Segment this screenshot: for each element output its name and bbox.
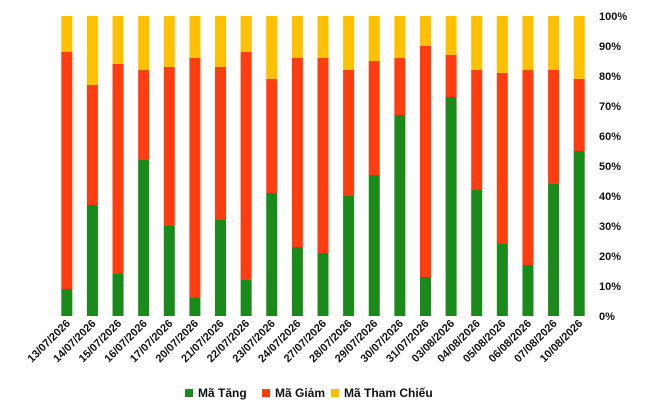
bar-segment-2-05-08-2026	[496, 73, 508, 244]
y-tick-label: 20%	[599, 251, 621, 263]
bar-segment-3-06-08-2026	[522, 16, 534, 70]
bar-segment-1-28-07-2026	[343, 196, 355, 316]
bar-segment-1-27-07-2026	[317, 253, 329, 316]
bar-segment-3-27-07-2026	[317, 16, 329, 58]
bar-segment-1-07-08-2026	[548, 184, 560, 316]
legend-swatch-1	[185, 389, 193, 397]
y-tick-label: 10%	[599, 281, 621, 293]
bar-segment-3-03-08-2026	[445, 16, 457, 55]
y-tick-label: 0%	[599, 311, 615, 323]
bar-segment-3-17-07-2026	[163, 16, 175, 67]
bar-segment-1-04-08-2026	[471, 190, 483, 316]
bar-segment-2-20-07-2026	[189, 58, 201, 298]
bar-segment-2-21-07-2026	[215, 67, 227, 220]
bar-segment-2-22-07-2026	[240, 52, 252, 280]
legend: Mã Tăng Mã Giảm Mã Tham Chiếu	[185, 386, 433, 400]
legend-label-3: Mã Tham Chiếu	[344, 386, 433, 400]
legend-swatch-2	[262, 389, 270, 397]
y-tick-label: 70%	[599, 101, 621, 113]
bar-segment-3-07-08-2026	[548, 16, 560, 70]
bar-segment-3-31-07-2026	[419, 16, 431, 46]
x-tick-labels-group: 13/07/202614/07/202615/07/202616/07/2026…	[26, 318, 586, 365]
bar-segment-3-20-07-2026	[189, 16, 201, 58]
bar-segment-2-03-08-2026	[445, 55, 457, 97]
bar-segment-1-21-07-2026	[215, 220, 227, 316]
bar-segment-1-15-07-2026	[112, 274, 124, 316]
bar-segment-1-03-08-2026	[445, 97, 457, 316]
bars-group	[61, 16, 585, 316]
bar-segment-2-07-08-2026	[548, 70, 560, 184]
bar-segment-2-14-07-2026	[86, 85, 98, 205]
bar-segment-1-30-07-2026	[394, 115, 406, 316]
y-tick-label: 60%	[599, 131, 621, 143]
bar-segment-3-23-07-2026	[266, 16, 278, 79]
y-axis-group: 0% 10% 20% 30% 40% 50% 60% 70% 80% 90% 100%	[599, 11, 627, 323]
bar-segment-3-13-07-2026	[61, 16, 73, 52]
bar-segment-1-23-07-2026	[266, 193, 278, 316]
bar-segment-2-28-07-2026	[343, 70, 355, 196]
y-tick-label: 30%	[599, 221, 621, 233]
bar-segment-2-04-08-2026	[471, 70, 483, 190]
bar-segment-3-28-07-2026	[343, 16, 355, 70]
bar-segment-2-15-07-2026	[112, 64, 124, 274]
bar-segment-1-22-07-2026	[240, 280, 252, 316]
bar-segment-2-16-07-2026	[138, 70, 150, 160]
bar-segment-3-24-07-2026	[291, 16, 303, 58]
bar-segment-3-05-08-2026	[496, 16, 508, 73]
bar-segment-1-14-07-2026	[86, 205, 98, 316]
bar-segment-1-24-07-2026	[291, 247, 303, 316]
bar-segment-1-10-08-2026	[573, 151, 585, 316]
bar-segment-2-10-08-2026	[573, 79, 585, 151]
bar-segment-3-04-08-2026	[471, 16, 483, 70]
legend-label-1: Mã Tăng	[198, 386, 247, 400]
bar-segment-3-21-07-2026	[215, 16, 227, 67]
bar-segment-1-17-07-2026	[163, 226, 175, 316]
bar-segment-1-16-07-2026	[138, 160, 150, 316]
bar-segment-3-22-07-2026	[240, 16, 252, 52]
bar-segment-2-30-07-2026	[394, 58, 406, 115]
legend-swatch-3	[331, 389, 339, 397]
y-tick-label: 100%	[599, 11, 627, 23]
bar-segment-3-16-07-2026	[138, 16, 150, 70]
y-tick-label: 40%	[599, 191, 621, 203]
bar-segment-1-06-08-2026	[522, 265, 534, 316]
y-tick-label: 50%	[599, 161, 621, 173]
bar-segment-1-13-07-2026	[61, 289, 73, 316]
bar-segment-1-05-08-2026	[496, 244, 508, 316]
bar-segment-2-29-07-2026	[368, 61, 380, 175]
bar-segment-3-29-07-2026	[368, 16, 380, 61]
bar-segment-2-13-07-2026	[61, 52, 73, 289]
bar-segment-2-17-07-2026	[163, 67, 175, 226]
bar-segment-2-06-08-2026	[522, 70, 534, 265]
bar-segment-2-27-07-2026	[317, 58, 329, 253]
bar-segment-2-24-07-2026	[291, 58, 303, 247]
y-tick-label: 90%	[599, 41, 621, 53]
bar-segment-3-14-07-2026	[86, 16, 98, 85]
bar-segment-3-15-07-2026	[112, 16, 124, 64]
legend-label-2: Mã Giảm	[275, 386, 325, 400]
bar-segment-3-30-07-2026	[394, 16, 406, 58]
bar-segment-3-10-08-2026	[573, 16, 585, 79]
bar-segment-1-29-07-2026	[368, 175, 380, 316]
bar-segment-1-20-07-2026	[189, 298, 201, 316]
bar-segment-2-31-07-2026	[419, 46, 431, 277]
y-tick-label: 80%	[599, 71, 621, 83]
bar-segment-2-23-07-2026	[266, 79, 278, 193]
bar-segment-1-31-07-2026	[419, 277, 431, 316]
